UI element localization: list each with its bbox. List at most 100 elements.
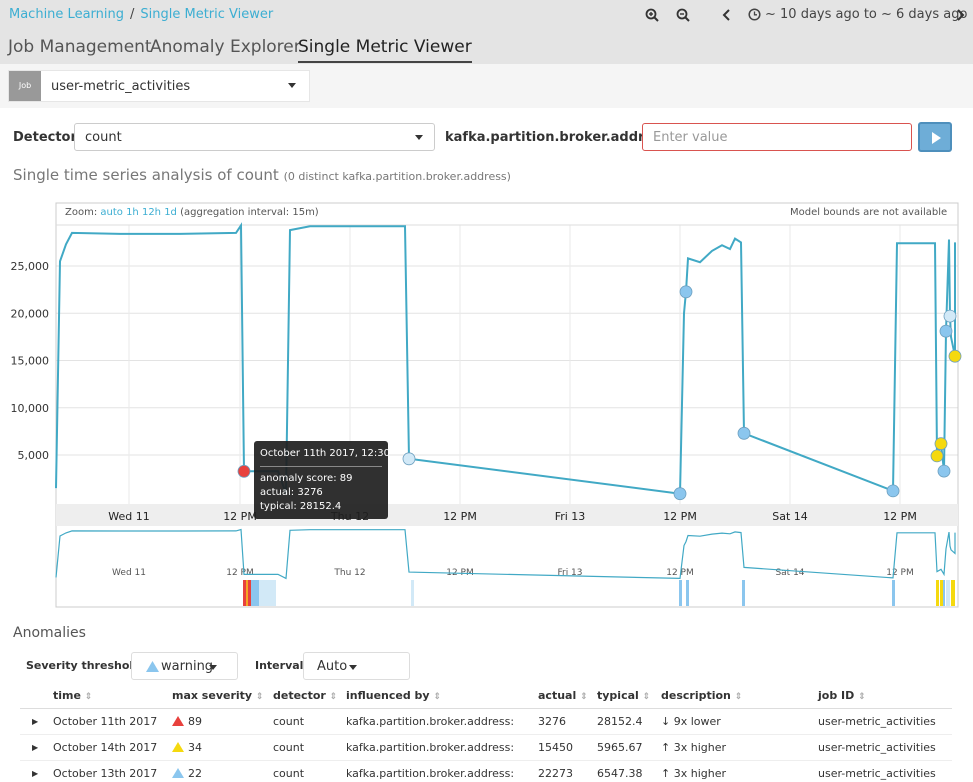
y-tick-label: 5,000 <box>18 449 50 462</box>
row-detector: count <box>273 734 346 761</box>
anomaly-marker <box>402 452 416 466</box>
sort-icon: ⇕ <box>329 692 338 703</box>
column-max-severity-label: max severity <box>172 689 253 703</box>
row-time: October 14th 2017 <box>53 734 172 761</box>
interval-select[interactable]: Auto <box>303 652 410 680</box>
severity-cell <box>246 580 248 606</box>
context-x-axis: Wed 11 12 PM Thu 12 12 PM Fri 13 12 PM Sat 14 1… <box>112 568 914 578</box>
anomaly-marker <box>679 285 693 299</box>
tooltip-title: October 11th 2017, 12:30 <box>260 447 390 467</box>
zoom-links[interactable]: auto 1h 12h 1d <box>100 207 177 218</box>
anomaly-marker <box>948 349 962 363</box>
breadcrumb-parent[interactable]: Machine Learning <box>9 7 124 22</box>
tab-single-metric-viewer[interactable]: Single Metric Viewer <box>298 37 472 63</box>
chart-grid <box>56 225 958 504</box>
sort-icon: ⇕ <box>255 692 264 703</box>
row-severity: 22 <box>172 760 273 782</box>
context-x-tick-label: 12 PM <box>666 568 694 578</box>
warning-triangle-icon <box>146 661 159 672</box>
expand-row-icon[interactable]: ▶ <box>20 760 53 782</box>
column-header-job-id[interactable]: job ID ⇕ <box>818 684 952 709</box>
zoom-out-icon[interactable] <box>676 8 690 22</box>
x-tick-label: 12 PM <box>883 510 917 523</box>
severity-cell <box>679 580 682 606</box>
zoom-controls: Zoom: auto 1h 12h 1d (aggregation interv… <box>65 207 319 218</box>
tab-job-management[interactable]: Job Management <box>8 37 152 57</box>
column-header-actual[interactable]: actual ⇕ <box>538 684 597 709</box>
row-detector: count <box>273 708 346 735</box>
severity-triangle-icon <box>172 741 184 752</box>
context-x-tick-label: 12 PM <box>226 568 254 578</box>
severity-cell <box>259 580 276 606</box>
apply-button[interactable] <box>918 122 952 152</box>
row-time: October 11th 2017 <box>53 708 172 735</box>
row-actual: 3276 <box>538 708 597 735</box>
arrow-down-icon: ↓ <box>661 714 671 728</box>
column-detector-label: detector <box>273 689 326 703</box>
x-tick-label: 12 PM <box>663 510 697 523</box>
sort-icon: ⇕ <box>433 692 441 703</box>
severity-threshold-value: warning <box>161 659 214 674</box>
series-title: Single time series analysis of count (0 … <box>13 166 511 184</box>
anomaly-marker <box>237 464 251 478</box>
row-severity: 89 <box>172 708 273 735</box>
detector-select[interactable]: count <box>74 123 435 151</box>
chevron-left-icon[interactable] <box>722 9 732 21</box>
anomalies-table: time ⇕ max severity ⇕ detector ⇕ influen… <box>20 684 952 782</box>
row-time: October 13th 2017 <box>53 760 172 782</box>
row-severity-score: 89 <box>188 714 202 728</box>
aggregation-interval: (aggregation interval: 15m) <box>180 207 319 218</box>
row-severity-score: 34 <box>188 740 202 754</box>
expand-column <box>20 684 53 709</box>
sort-icon: ⇕ <box>734 692 743 703</box>
column-header-typical[interactable]: typical ⇕ <box>597 684 661 709</box>
column-header-detector[interactable]: detector ⇕ <box>273 684 346 709</box>
breadcrumb-current[interactable]: Single Metric Viewer <box>140 7 274 22</box>
tooltip-actual: actual: 3276 <box>260 487 323 498</box>
y-tick-label: 20,000 <box>11 307 50 320</box>
entity-label: kafka.partition.broker.address: <box>445 130 674 145</box>
expand-row-icon[interactable]: ▶ <box>20 734 53 761</box>
time-range-label[interactable]: ~ 10 days ago to ~ 6 days ago <box>765 7 968 22</box>
zoom-in-icon[interactable] <box>645 8 659 22</box>
column-typical-label: typical <box>597 689 639 703</box>
row-detector: count <box>273 760 346 782</box>
severity-cell <box>686 580 689 606</box>
x-tick-label: 12 PM <box>223 510 257 523</box>
chevron-right-icon[interactable] <box>955 9 965 21</box>
chevron-down-icon <box>349 665 357 670</box>
column-header-influenced-by[interactable]: influenced by ⇕ <box>346 684 538 709</box>
expand-row-icon[interactable]: ▶ <box>20 708 53 735</box>
anomaly-marker <box>673 487 687 501</box>
row-typical: 28152.4 <box>597 708 661 735</box>
chevron-down-icon <box>209 665 217 670</box>
anomaly-marker <box>939 324 953 338</box>
time-series-chart[interactable]: 25,000 20,000 15,000 10,000 5,000 Wed 11 12 P… <box>0 195 973 615</box>
row-description-text: 9x lower <box>673 714 721 728</box>
column-header-description[interactable]: description ⇕ <box>661 684 818 709</box>
row-description: ↓ 9x lower <box>661 708 818 735</box>
entity-value-input[interactable] <box>642 123 912 151</box>
tab-anomaly-explorer[interactable]: Anomaly Explorer <box>150 37 301 57</box>
anomaly-markers <box>237 285 962 501</box>
job-name: user-metric_activities <box>51 79 191 94</box>
job-tag: Job <box>9 71 41 101</box>
detector-value: count <box>85 130 122 145</box>
anomaly-tooltip: October 11th 2017, 12:30 anomaly score: … <box>254 441 390 519</box>
context-x-tick-label: Wed 11 <box>112 568 146 578</box>
table-row: ▶ October 14th 2017 34 count kafka.parti… <box>20 734 952 761</box>
severity-threshold-select[interactable]: warning <box>131 652 238 680</box>
severity-cell <box>892 580 895 606</box>
row-influenced-by[interactable]: kafka.partition.broker.address: <box>346 760 538 782</box>
row-influenced-by[interactable]: kafka.partition.broker.address: <box>346 708 538 735</box>
severity-cell <box>251 580 259 606</box>
row-typical: 6547.38 <box>597 760 661 782</box>
tooltip-score: anomaly score: 89 <box>260 473 353 484</box>
job-selector[interactable]: Job user-metric_activities <box>8 70 310 102</box>
column-header-max-severity[interactable]: max severity ⇕ <box>172 684 273 709</box>
interval-label: Interval: <box>255 659 308 672</box>
severity-cell <box>946 580 950 606</box>
column-header-time[interactable]: time ⇕ <box>53 684 172 709</box>
row-influenced-by[interactable]: kafka.partition.broker.address: <box>346 734 538 761</box>
